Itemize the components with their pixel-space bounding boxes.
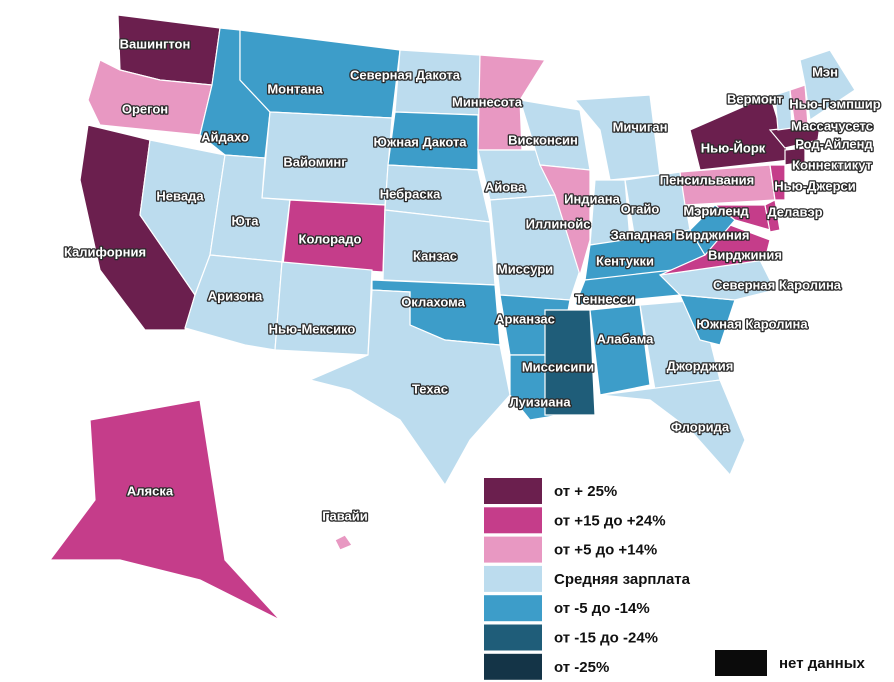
legend-label: от -5 до -14% — [554, 600, 650, 617]
state-shape — [784, 147, 806, 166]
state-shape — [774, 89, 793, 131]
state-label: Кентукки — [596, 253, 654, 268]
state-label: Индиана — [564, 191, 621, 206]
state-shape — [764, 199, 781, 233]
legend-swatch — [484, 565, 542, 592]
state-label: Монтана — [267, 81, 323, 96]
legend-swatch — [484, 536, 542, 563]
state-shape — [334, 534, 353, 551]
state-label: Нью-Гэмпшир — [789, 96, 880, 111]
state-label: Колорадо — [299, 231, 362, 246]
legend-swatch — [484, 624, 542, 651]
legend-label: от + 25% — [554, 483, 617, 500]
state-label: Теннесси — [575, 291, 635, 306]
state-label: Северная Дакота — [350, 67, 461, 82]
state-label: Северная Каролина — [713, 277, 842, 292]
state-label: Арканзас — [495, 311, 555, 326]
legend-swatch — [484, 478, 542, 504]
state-label: Южная Каролина — [696, 316, 808, 331]
state-label: Алабама — [597, 331, 655, 346]
state-label: Миссисипи — [522, 359, 594, 374]
legend-label: Средняя зарплата — [554, 571, 691, 588]
state-label: Невада — [156, 188, 204, 203]
legend-label: нет данных — [779, 655, 866, 672]
legend: от + 25% от +15 до +24% от +5 до +14% Средн… — [484, 478, 866, 680]
state-label: Гавайи — [322, 508, 367, 523]
state-label: Луизиана — [509, 394, 571, 409]
state-shape — [308, 289, 511, 487]
state-label: Айова — [485, 179, 526, 194]
state-shape — [538, 164, 591, 278]
legend-label: от +5 до +14% — [554, 542, 657, 559]
state-label: Иллинойс — [526, 216, 591, 231]
state-label: Канзас — [413, 248, 457, 263]
state-label: Аляска — [127, 483, 174, 498]
state-label: Нью-Мексико — [269, 321, 356, 336]
state-labels: Вашингтон Орегон Калифорния Невада Айдахо Мон… — [63, 35, 882, 525]
state-shape — [477, 54, 547, 151]
state-label: Коннектикут — [792, 157, 872, 172]
state-shape — [769, 164, 786, 201]
legend-swatch — [484, 507, 542, 534]
state-label: Айдахо — [201, 129, 249, 144]
state-label: Флорида — [671, 419, 730, 434]
legend-label: от -15 до -24% — [554, 629, 658, 646]
states — [48, 14, 856, 621]
state-shape — [589, 304, 651, 396]
legend-label: от -25% — [554, 659, 609, 676]
state-shape — [48, 399, 281, 621]
legend-swatch — [484, 595, 542, 622]
state-label: Калифорния — [64, 244, 146, 259]
state-label: Джорджия — [667, 358, 734, 373]
state-label: Вайоминг — [283, 154, 347, 169]
legend-swatch — [715, 650, 767, 676]
state-shape — [573, 94, 661, 181]
state-label: Огайо — [621, 201, 660, 216]
state-label: Нью-Джерси — [774, 178, 856, 193]
state-label: Висконсин — [508, 132, 578, 147]
state-label: Пенсильвания — [660, 172, 754, 187]
state-label: Миннесота — [452, 94, 523, 109]
state-shape — [789, 84, 809, 129]
state-label: Мэриленд — [683, 203, 749, 218]
state-label: Мичиган — [613, 119, 668, 134]
state-label: Аризона — [208, 288, 263, 303]
state-label: Миссури — [497, 261, 553, 276]
state-label: Оклахома — [401, 294, 465, 309]
state-label: Вермонт — [727, 91, 783, 106]
state-label: Западная Вирджиния — [611, 227, 750, 242]
state-label: Техас — [412, 381, 448, 396]
state-label: Род-Айленд — [795, 136, 873, 151]
legend-label: от +15 до +24% — [554, 512, 666, 529]
state-label: Мэн — [812, 64, 838, 79]
state-label: Небраска — [380, 186, 441, 201]
state-shape — [544, 309, 596, 416]
state-shape — [599, 379, 746, 477]
state-shape — [659, 224, 771, 276]
state-label: Нью-Йорк — [701, 140, 766, 155]
state-label: Южная Дакота — [373, 134, 467, 149]
state-label: Вашингтон — [120, 36, 191, 51]
state-label: Юта — [231, 213, 259, 228]
state-shape — [799, 49, 856, 122]
state-label: Делавэр — [767, 204, 822, 219]
legend-swatch — [484, 653, 542, 680]
state-label: Орегон — [122, 101, 168, 116]
state-shape — [274, 261, 373, 356]
state-label: Массачусетс — [791, 118, 873, 133]
state-label: Вирджиния — [708, 247, 782, 262]
